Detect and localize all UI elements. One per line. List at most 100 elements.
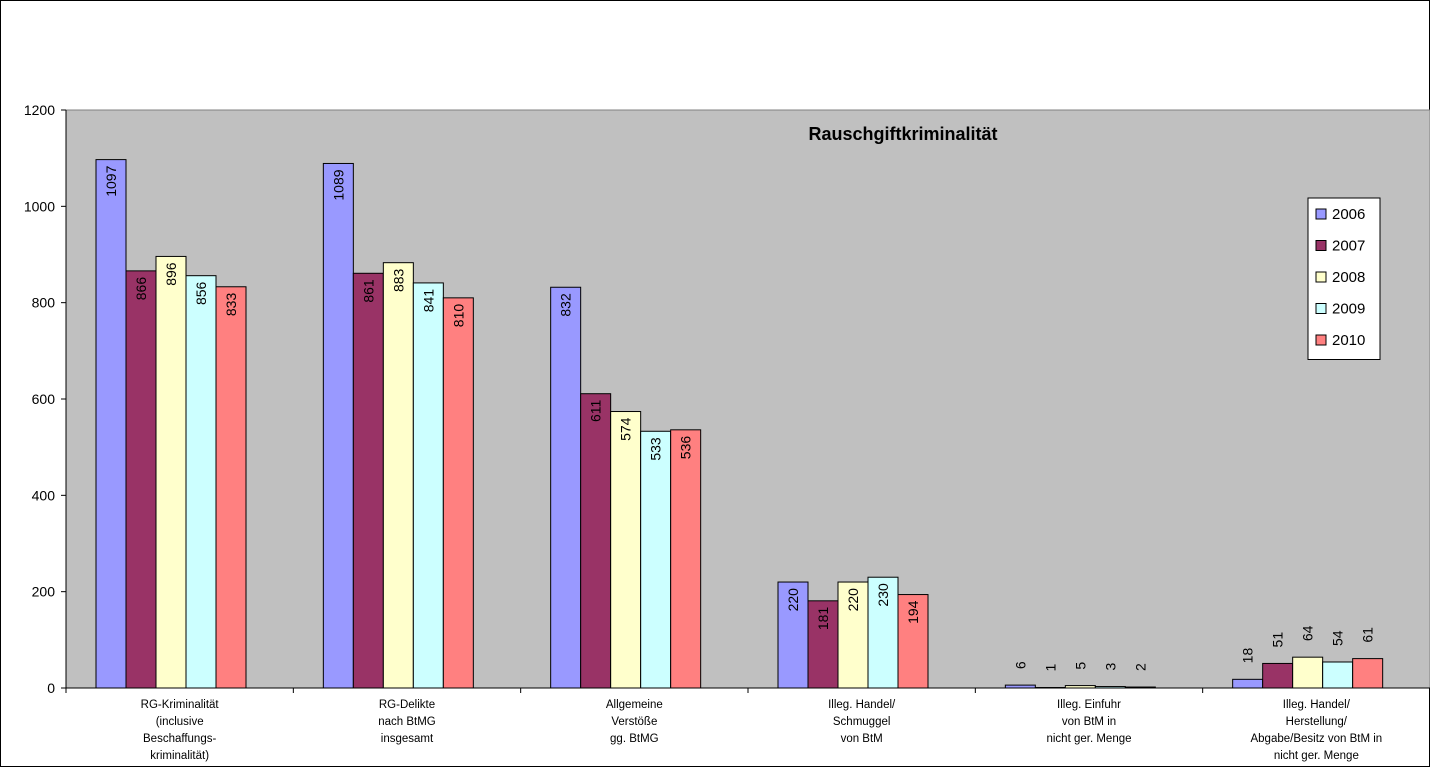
- bar-value-label: 18: [1240, 648, 1256, 664]
- category-label-line: nicht ger. Menge: [1046, 733, 1131, 745]
- bar-2008-cat-3: [610, 411, 642, 689]
- bar-value-label: 536: [678, 436, 694, 460]
- bar-2007-cat-3: [580, 393, 612, 689]
- category-label-line: gg. BtMG: [610, 733, 659, 745]
- bar-2010-cat-4: [897, 594, 929, 689]
- bar-value-label: 2: [1132, 663, 1148, 671]
- bar-value-label: 3: [1102, 663, 1118, 671]
- bar-2010-cat-5: [1124, 686, 1156, 689]
- bar-value-label: 866: [133, 277, 149, 301]
- bar-value-label: 883: [390, 268, 406, 292]
- y-tick-label: 1200: [24, 102, 55, 118]
- bar-value-label: 181: [815, 607, 831, 631]
- category-label-line: Schmuggel: [833, 716, 891, 728]
- category-label-line: nicht ger. Menge: [1274, 750, 1359, 762]
- y-tick-label: 800: [32, 295, 56, 311]
- bar-value-label: 833: [223, 293, 239, 317]
- category-label-line: (inclusive: [156, 716, 204, 728]
- category-label-line: Beschaffungs-: [143, 733, 216, 745]
- bar-2010-cat-2: [442, 297, 474, 689]
- bar-value-label: 1: [1042, 664, 1058, 672]
- bar-2010-cat-6: [1352, 658, 1384, 689]
- bar-value-label: 6: [1012, 661, 1028, 669]
- bar-value-label: 611: [588, 399, 604, 422]
- bar-2008-cat-6: [1292, 656, 1324, 689]
- bar-value-label: 856: [193, 281, 209, 305]
- bar-2009-cat-1: [185, 275, 217, 689]
- legend-swatch-2010: [1315, 334, 1327, 346]
- category-label-line: kriminalität): [150, 750, 209, 762]
- bar-2008-cat-2: [382, 262, 414, 689]
- bar-value-label: 61: [1360, 627, 1376, 643]
- category-label-line: Allgemeine: [606, 699, 663, 711]
- category-label-line: Illeg. Handel/: [1283, 699, 1351, 711]
- bar-value-label: 194: [905, 600, 921, 624]
- bar-2007-cat-1: [125, 270, 157, 689]
- bar-2007-cat-2: [352, 272, 384, 689]
- category-label-line: Illeg. Handel/: [828, 699, 896, 711]
- legend-swatch-2007: [1315, 240, 1327, 251]
- bar-2009-cat-5: [1094, 686, 1126, 689]
- bar-2006-cat-2: [322, 162, 354, 689]
- bar-value-label: 220: [785, 588, 801, 612]
- legend-label-2006: 2006: [1332, 206, 1365, 223]
- bar-value-label: 1089: [330, 169, 346, 200]
- bar-value-label: 64: [1300, 625, 1316, 641]
- legend-label-2007: 2007: [1332, 238, 1365, 255]
- bar-value-label: 230: [875, 583, 891, 607]
- category-label-line: Abgabe/Besitz von BtM in: [1250, 733, 1382, 745]
- bar-value-label: 861: [360, 279, 376, 303]
- bar-2008-cat-1: [155, 255, 187, 689]
- bar-value-label: 574: [618, 417, 634, 441]
- bar-value-label: 832: [558, 293, 574, 317]
- bar-value-label: 220: [845, 588, 861, 612]
- bar-value-label: 1097: [103, 165, 119, 196]
- bar-2009-cat-2: [412, 282, 444, 689]
- bar-value-label: 841: [420, 289, 436, 313]
- bar-2007-cat-4: [807, 600, 839, 689]
- bar-2006-cat-3: [550, 286, 582, 689]
- y-tick-label: 400: [32, 487, 56, 503]
- bar-2010-cat-1: [215, 286, 247, 689]
- y-tick-label: 200: [32, 584, 56, 600]
- bar-2007-cat-5: [1034, 687, 1066, 689]
- bar-2006-cat-5: [1004, 684, 1036, 689]
- bar-value-label: 533: [648, 437, 664, 461]
- legend-label-2008: 2008: [1332, 269, 1365, 286]
- bar-2010-cat-3: [670, 429, 702, 689]
- bar-2006-cat-1: [95, 159, 127, 689]
- category-label-line: von BtM in: [1062, 716, 1116, 728]
- y-tick-label: 0: [47, 680, 55, 696]
- plot-area: [65, 109, 1430, 689]
- bar-2008-cat-4: [837, 581, 869, 689]
- legend-swatch-2009: [1315, 303, 1327, 314]
- y-tick-label: 600: [32, 391, 56, 407]
- bar-value-label: 896: [163, 262, 179, 286]
- category-label-line: Illeg. Einfuhr: [1057, 699, 1121, 711]
- bar-2006-cat-6: [1232, 678, 1264, 689]
- axes: 0 200 400 600 800 1000 1200: [24, 102, 1430, 696]
- legend-label-2009: 2009: [1332, 301, 1365, 318]
- bar-2009-cat-4: [867, 576, 899, 689]
- bar-2009-cat-6: [1322, 661, 1354, 689]
- bar-value-label: 51: [1270, 632, 1286, 648]
- chart-title: Rauschgiftkriminalität: [808, 124, 997, 144]
- legend-swatch-2006: [1315, 208, 1327, 220]
- legend: 2006 2007 2008 2009 2010: [1307, 197, 1381, 360]
- bar-2007-cat-6: [1262, 662, 1294, 689]
- bar-2009-cat-3: [640, 430, 672, 689]
- category-label-line: RG-Kriminalität: [141, 699, 220, 711]
- legend-swatch-2008: [1315, 271, 1327, 283]
- bar-value-label: 810: [450, 304, 466, 328]
- category-label-line: Verstöße: [611, 716, 657, 728]
- bar-value-label: 5: [1072, 662, 1088, 670]
- category-label-line: insgesamt: [381, 733, 434, 745]
- legend-label-2010: 2010: [1332, 332, 1365, 349]
- bars: [95, 159, 1384, 689]
- category-label-line: RG-Delikte: [379, 699, 435, 711]
- bar-2008-cat-5: [1064, 685, 1096, 689]
- bar-value-label: 54: [1330, 630, 1346, 646]
